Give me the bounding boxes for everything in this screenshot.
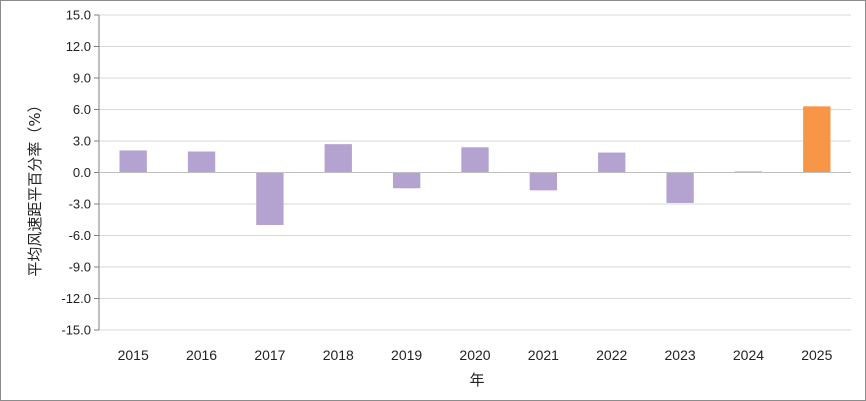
x-axis-title: 年: [469, 371, 484, 389]
y-tick-label: -15.0: [61, 323, 91, 338]
x-tick-label-2022: 2022: [596, 347, 627, 363]
x-tick-label-2025: 2025: [801, 347, 832, 363]
x-tick-labels: 2015 2016 2017 2018 2019 2020 2021 2022 2023 2024…: [118, 347, 833, 363]
y-tick-label: -6.0: [69, 228, 91, 243]
y-tick-label: -9.0: [69, 260, 91, 275]
bar-2024: [734, 171, 763, 173]
axes: [98, 15, 851, 330]
bar-2022: [598, 152, 626, 173]
x-tick-label-2020: 2020: [459, 347, 490, 363]
y-axis-title: 平均风速距平百分率（%）: [26, 97, 44, 276]
bar-2018: [324, 144, 352, 173]
x-tick-label-2018: 2018: [323, 347, 354, 363]
y-tick-label: 0.0: [73, 165, 91, 180]
bar-2021: [529, 172, 558, 191]
bar-2015: [119, 150, 147, 173]
bar-2017: [256, 172, 284, 225]
x-tick-label-2023: 2023: [665, 347, 696, 363]
x-tick-label-2019: 2019: [391, 347, 422, 363]
bar-2025: [803, 106, 831, 173]
y-tick-label: 6.0: [73, 102, 91, 117]
y-tick-label: 12.0: [66, 39, 91, 54]
gridlines: [94, 14, 851, 331]
y-tick-label: 3.0: [73, 134, 91, 149]
bars: [119, 106, 831, 225]
x-tick-label-2016: 2016: [186, 347, 217, 363]
x-tick-label-2017: 2017: [254, 347, 285, 363]
bar-2023: [666, 172, 694, 203]
bar-2020: [461, 147, 489, 173]
x-tick-label-2024: 2024: [733, 347, 764, 363]
y-tick-label: 15.0: [66, 8, 91, 23]
y-tick-labels: -15.0 -12.0 -9.0 -6.0 -3.0 0.0 3.0 6.0 9.0 12.0 15…: [61, 8, 91, 338]
bar-2019: [392, 172, 421, 189]
bar-2016: [187, 151, 216, 173]
y-tick-label: -12.0: [61, 291, 91, 306]
x-tick-label-2015: 2015: [118, 347, 149, 363]
y-tick-label: -3.0: [69, 197, 91, 212]
x-tick-label-2021: 2021: [528, 347, 559, 363]
y-tick-label: 9.0: [73, 71, 91, 86]
